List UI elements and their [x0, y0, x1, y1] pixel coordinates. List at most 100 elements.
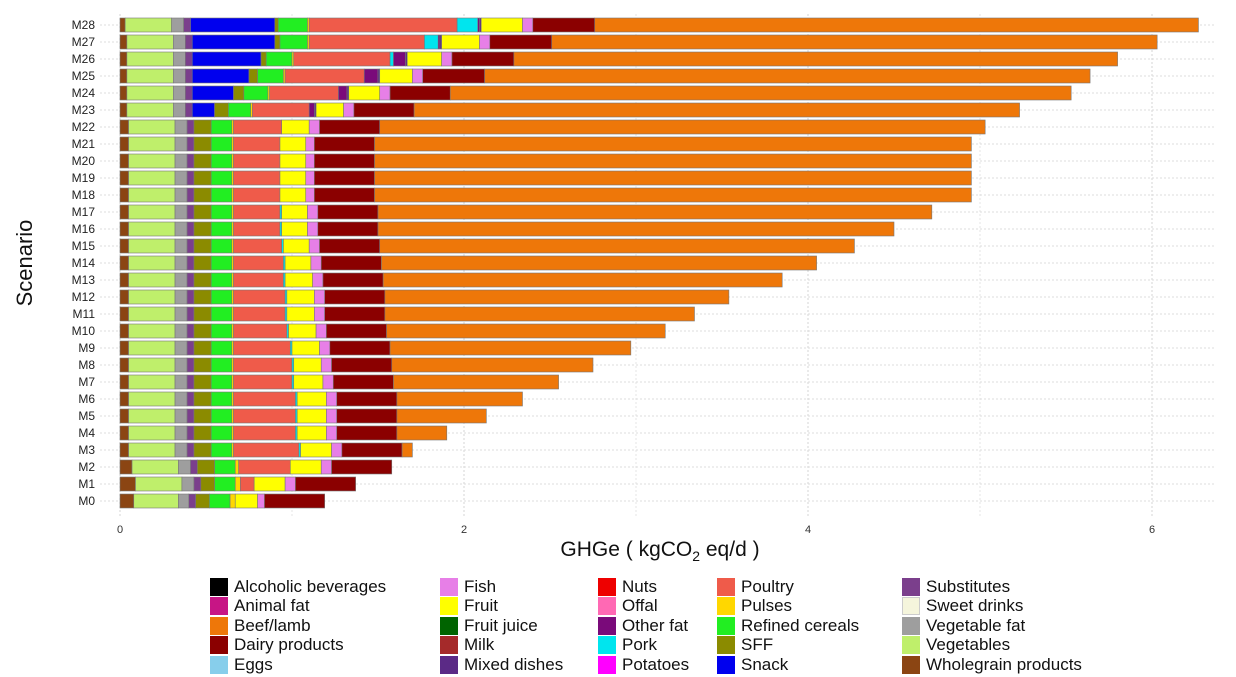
- y-tick-label: M13: [72, 273, 96, 287]
- bar-segment: [348, 85, 381, 101]
- bar-segment: [174, 323, 188, 339]
- bar-segment: [181, 476, 195, 492]
- bar-segment: [233, 221, 281, 237]
- bar-segment: [308, 119, 320, 135]
- bar-segment: [174, 289, 188, 305]
- bar-segment: [377, 221, 895, 237]
- legend-label: Potatoes: [622, 654, 690, 674]
- bar-segment: [393, 374, 559, 390]
- legend-label: Snack: [741, 654, 789, 674]
- bar-segment: [336, 425, 398, 441]
- bar-segment: [210, 204, 233, 220]
- bar-segment: [119, 221, 129, 237]
- bar-segment: [185, 102, 193, 118]
- bar-segment: [186, 255, 195, 271]
- bar-segment: [128, 187, 176, 203]
- bar-segment: [233, 306, 286, 322]
- bar-segment: [128, 306, 176, 322]
- legend-item: Substitutes: [902, 577, 1010, 596]
- bar-segment: [253, 476, 286, 492]
- bar-segment: [315, 102, 344, 118]
- bar-segment: [173, 51, 186, 67]
- bar-segment: [257, 493, 265, 509]
- bar-segment: [312, 272, 324, 288]
- bar-segment: [353, 102, 415, 118]
- legend-item: Dairy products: [210, 635, 344, 655]
- legend-item: Fruit juice: [440, 616, 538, 635]
- x-tick-label: 0: [117, 524, 123, 536]
- bar-segment: [265, 51, 293, 67]
- bar-segment: [314, 170, 375, 186]
- y-tick-label: M6: [78, 392, 95, 406]
- bar-segment: [119, 374, 129, 390]
- legend-item: Offal: [598, 596, 658, 616]
- bar-segment: [193, 187, 212, 203]
- bar-segment: [384, 306, 695, 322]
- bar-segment: [331, 442, 343, 458]
- legend-label: Nuts: [622, 576, 657, 596]
- bar-segment: [551, 34, 1158, 50]
- bar-segment: [305, 170, 315, 186]
- legend-label: Vegetable fat: [926, 615, 1026, 635]
- bar-segment: [233, 391, 296, 407]
- bar-segment: [186, 221, 195, 237]
- legend-label: Animal fat: [234, 596, 310, 616]
- bar-segment: [191, 51, 262, 67]
- bar-segment: [291, 340, 320, 356]
- bar-segment: [233, 255, 284, 271]
- bar-segment: [174, 425, 188, 441]
- legend-swatch: [598, 616, 616, 635]
- bar-segment: [210, 374, 233, 390]
- bar-segment: [279, 153, 307, 169]
- bar-segment: [329, 340, 391, 356]
- legend-label: Mixed dishes: [464, 654, 564, 674]
- bar-segment: [233, 323, 288, 339]
- bar-segment: [119, 34, 128, 50]
- legend: Alcoholic beverages Animal fat Beef/lamb Da…: [210, 577, 1210, 677]
- bar-segment: [188, 493, 196, 509]
- bar-segment: [233, 204, 281, 220]
- y-tick-label: M20: [72, 154, 96, 168]
- legend-swatch: [210, 636, 228, 655]
- bar-segment: [210, 340, 233, 356]
- bar-segment: [234, 459, 239, 475]
- legend-item: Milk: [440, 635, 494, 655]
- bar-segment: [326, 323, 387, 339]
- bar-segment: [233, 136, 281, 152]
- legend-item: Eggs: [210, 655, 273, 674]
- bar-segment: [389, 340, 632, 356]
- bar-segment: [119, 119, 129, 135]
- bar-segment: [119, 357, 129, 373]
- legend-swatch: [210, 616, 228, 635]
- bar-segment: [128, 374, 176, 390]
- y-tick-label: M12: [72, 290, 96, 304]
- bar-segment: [233, 408, 296, 424]
- bar-segment: [314, 306, 325, 322]
- bar-segment: [319, 238, 381, 254]
- bar-segment: [128, 391, 176, 407]
- bar-segment: [317, 221, 379, 237]
- legend-item: Sweet drinks: [902, 596, 1023, 616]
- bar-segment: [320, 357, 332, 373]
- bar-segment: [119, 153, 129, 169]
- bar-segment: [319, 119, 381, 135]
- bar-segment: [322, 272, 384, 288]
- bar-segment: [128, 136, 176, 152]
- bar-segment: [257, 68, 284, 84]
- bar-segment: [193, 272, 212, 288]
- bar-segment: [119, 204, 129, 220]
- bar-segment: [191, 68, 250, 84]
- bar-segment: [441, 34, 480, 50]
- bar-segment: [128, 170, 176, 186]
- bar-segment: [186, 289, 195, 305]
- bar-segment: [283, 238, 310, 254]
- bar-segment: [174, 170, 188, 186]
- y-tick-label: M8: [78, 358, 95, 372]
- bar-segment: [314, 289, 325, 305]
- bar-segment: [338, 85, 348, 101]
- x-axis-title-subscript: 2: [692, 548, 700, 564]
- bar-segment: [174, 374, 188, 390]
- bar-segment: [314, 136, 375, 152]
- bar-segment: [308, 102, 315, 118]
- legend-swatch: [598, 636, 616, 655]
